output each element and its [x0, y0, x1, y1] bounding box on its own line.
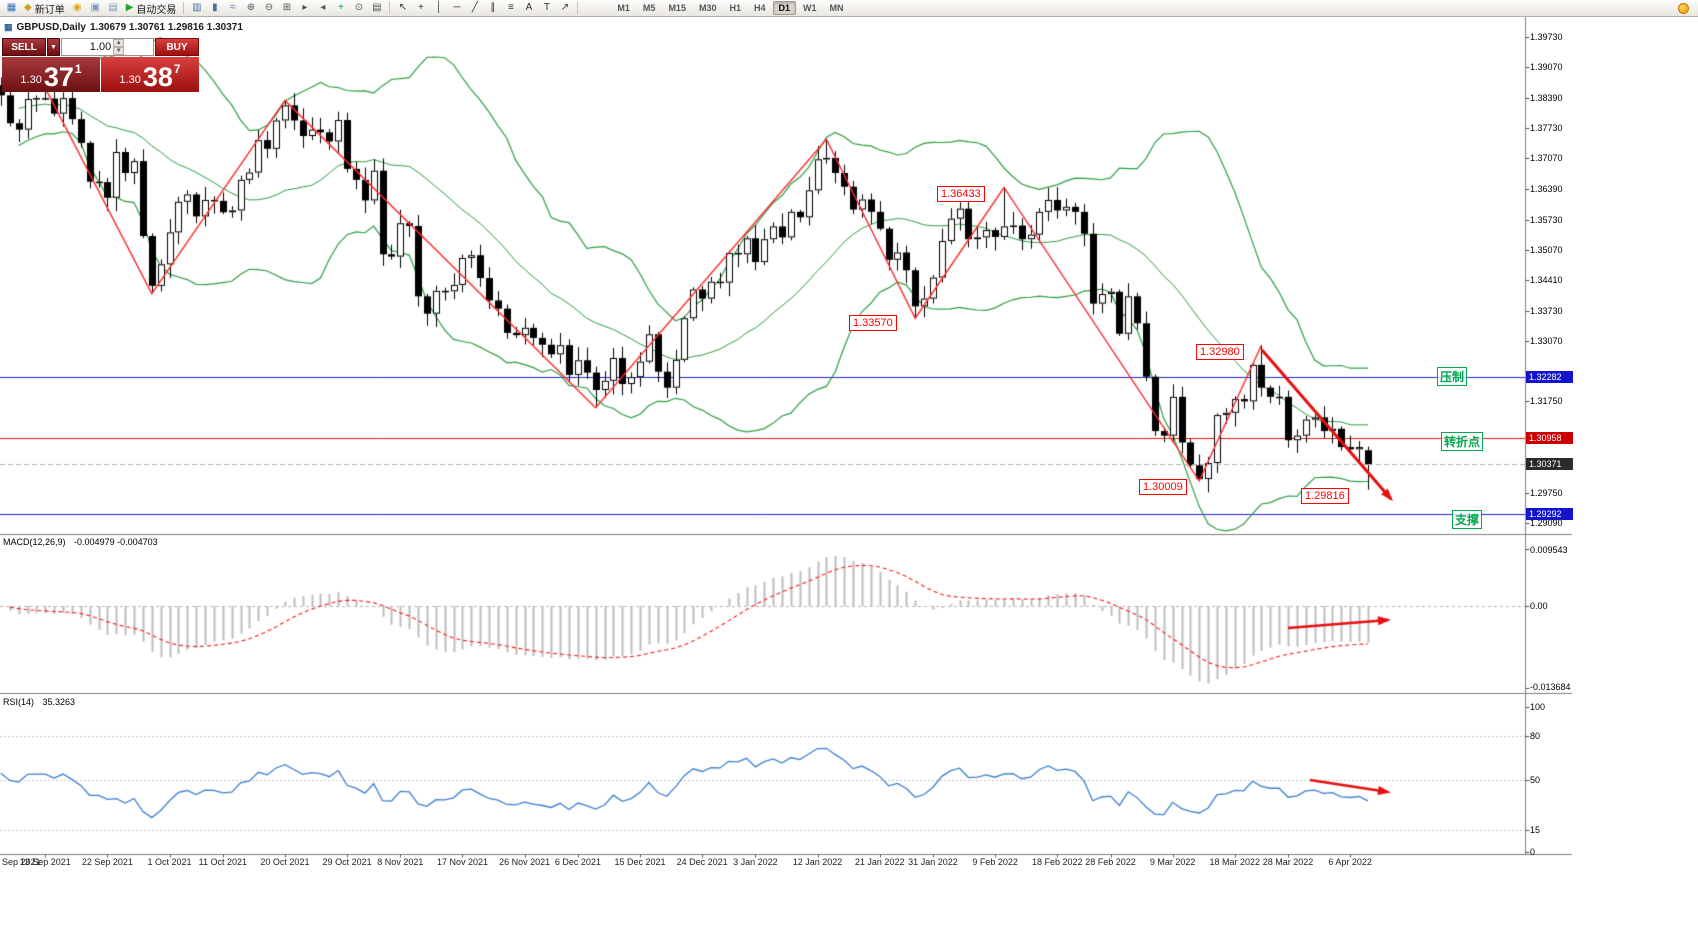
autotrade-button[interactable]: ▶ 自动交易 [123, 1, 180, 16]
timeframe-m5-button[interactable]: M5 [642, 3, 656, 13]
terminal-icon-glyph: ▤ [108, 2, 118, 13]
timeframe-d1-button[interactable]: D1 [772, 1, 797, 15]
rsi-value: 35.3263 [42, 697, 76, 707]
chart-caption-icon: ▦ [4, 22, 13, 32]
volume-increase-button[interactable]: ▲ [113, 39, 125, 47]
timeframe-m15-button[interactable]: M15 [668, 3, 686, 13]
new-order-button[interactable]: ◆ 新订单 [21, 1, 68, 16]
chart-window-icon[interactable]: ▦ [3, 1, 20, 16]
autotrade-button-label: 自动交易 [136, 4, 177, 16]
channel-icon[interactable]: ∥ [484, 1, 501, 16]
bar-chart-icon[interactable]: ▥ [188, 1, 205, 16]
text-icon[interactable]: A [520, 1, 537, 16]
volume-value: 1.00 [89, 41, 112, 53]
periods-button-glyph: ⊙ [354, 2, 364, 13]
sell-price-tile[interactable]: 1.30 37 1 [2, 57, 100, 92]
auto-scroll-icon-glyph: ▸ [302, 2, 308, 13]
buy-price-tile[interactable]: 1.30 38 7 [101, 57, 199, 92]
sell-button[interactable]: SELL [2, 38, 46, 56]
marketwatch-icon-glyph: ◉ [72, 2, 82, 13]
marketwatch-icon[interactable]: ◉ [69, 1, 86, 16]
label-icon[interactable]: T [538, 1, 555, 16]
zoom-in-icon[interactable]: ⊕ [242, 1, 259, 16]
arrows-icon-glyph: ↗ [560, 2, 570, 13]
arrows-icon[interactable]: ↗ [556, 1, 573, 16]
sell-price-prefix: 1.30 [20, 74, 42, 86]
sell-price-sup: 1 [74, 62, 82, 76]
line-chart-icon[interactable]: ≈ [224, 1, 241, 16]
timeframe-h1-button[interactable]: H1 [729, 3, 741, 13]
volume-decrease-button[interactable]: ▼ [113, 47, 125, 55]
hline-icon[interactable]: ─ [448, 1, 465, 16]
one-click-trading-panel: SELL ▼ 1.00 ▲ ▼ BUY 1.30 37 1 1.30 38 7 [2, 38, 199, 92]
macd-header: MACD(12,26,9) -0.004979 -0.004703 [3, 537, 158, 547]
notification-icon[interactable] [1678, 2, 1689, 14]
sell-options-caret-icon[interactable]: ▼ [47, 38, 60, 56]
new-order-button-label: 新订单 [34, 4, 65, 16]
cursor-icon-glyph: ↖ [398, 2, 408, 13]
zoom-out-icon[interactable]: ⊖ [260, 1, 277, 16]
navigator-icon[interactable]: ▣ [87, 1, 104, 16]
add-indicator-button-glyph: + [337, 2, 344, 13]
tile-windows-icon[interactable]: ⊞ [278, 1, 295, 16]
timeframe-h4-button[interactable]: H4 [753, 3, 766, 13]
timeframe-mn-button[interactable]: MN [829, 3, 844, 13]
chart-caption: ▦ GBPUSD,Daily 1.30679 1.30761 1.29816 1… [4, 22, 243, 33]
volume-spinner: ▲ ▼ [113, 39, 125, 55]
toolbar-separator [183, 2, 185, 14]
trendline-icon[interactable]: ╱ [466, 1, 483, 16]
vline-icon[interactable]: │ [430, 1, 447, 16]
template-button-glyph: ▤ [372, 2, 382, 13]
buy-price-big: 38 [142, 62, 173, 92]
volume-field[interactable]: 1.00 ▲ ▼ [61, 38, 154, 56]
fibonacci-icon[interactable]: ≡ [502, 1, 519, 16]
trendline-icon-glyph: ╱ [471, 2, 478, 13]
buy-price-sup: 7 [173, 62, 181, 76]
text-icon-glyph: A [525, 2, 533, 13]
line-chart-icon-glyph: ≈ [230, 2, 236, 13]
vline-icon-glyph: │ [435, 2, 443, 13]
hline-icon-glyph: ─ [453, 2, 461, 13]
main-toolbar: ▦ ◆ 新订单 ◉ ▣ ▤ ▶ 自动交易 ▥ ▮ ≈ ⊕ ⊖ ⊞ ▸ ◂ + ⊙ ▤ ↖ + │ ─ ╱ ∥ ≡ A T ↗ M1 M5 M1… [0, 0, 1698, 17]
toolbar-separator [577, 2, 579, 14]
terminal-icon[interactable]: ▤ [105, 1, 122, 16]
navigator-icon-glyph: ▣ [90, 2, 100, 13]
buy-button[interactable]: BUY [155, 38, 199, 56]
tile-windows-icon-glyph: ⊞ [282, 2, 292, 13]
chart-window-icon-glyph: ▦ [6, 2, 17, 13]
candlestick-icon[interactable]: ▮ [206, 1, 223, 16]
timeframe-w1-button[interactable]: W1 [803, 3, 817, 13]
sell-price-big: 37 [43, 62, 74, 92]
label-icon-glyph: T [543, 2, 550, 13]
zoom-out-icon-glyph: ⊖ [264, 2, 274, 13]
chart-ohlc-values: 1.30679 1.30761 1.29816 1.30371 [89, 22, 243, 33]
crosshair-icon-glyph: + [417, 2, 424, 13]
timeframe-m30-button[interactable]: M30 [698, 3, 717, 13]
new-order-button-glyph: ◆ [24, 2, 32, 13]
cursor-icon[interactable]: ↖ [394, 1, 411, 16]
chart-shift-icon[interactable]: ◂ [314, 1, 331, 16]
candlestick-icon-glyph: ▮ [212, 2, 218, 13]
bar-chart-icon-glyph: ▥ [192, 2, 202, 13]
add-indicator-button[interactable]: + [332, 1, 349, 16]
toolbar-separator [389, 2, 391, 14]
auto-scroll-icon[interactable]: ▸ [296, 1, 313, 16]
buy-price-prefix: 1.30 [119, 74, 141, 86]
channel-icon-glyph: ∥ [490, 2, 496, 13]
macd-values: -0.004979 -0.004703 [74, 537, 158, 547]
macd-label: MACD(12,26,9) [3, 537, 66, 547]
zoom-in-icon-glyph: ⊕ [246, 2, 256, 13]
fibonacci-icon-glyph: ≡ [507, 2, 514, 13]
chart-shift-icon-glyph: ◂ [320, 2, 326, 13]
chart-symbol-period: GBPUSD,Daily [16, 22, 86, 33]
crosshair-icon[interactable]: + [412, 1, 429, 16]
template-button[interactable]: ▤ [368, 1, 385, 16]
rsi-label: RSI(14) [3, 697, 35, 707]
rsi-header: RSI(14) 35.3263 [3, 697, 75, 707]
autotrade-button-glyph: ▶ [125, 2, 134, 13]
timeframe-m1-button[interactable]: M1 [617, 3, 630, 13]
periods-button[interactable]: ⊙ [350, 1, 367, 16]
